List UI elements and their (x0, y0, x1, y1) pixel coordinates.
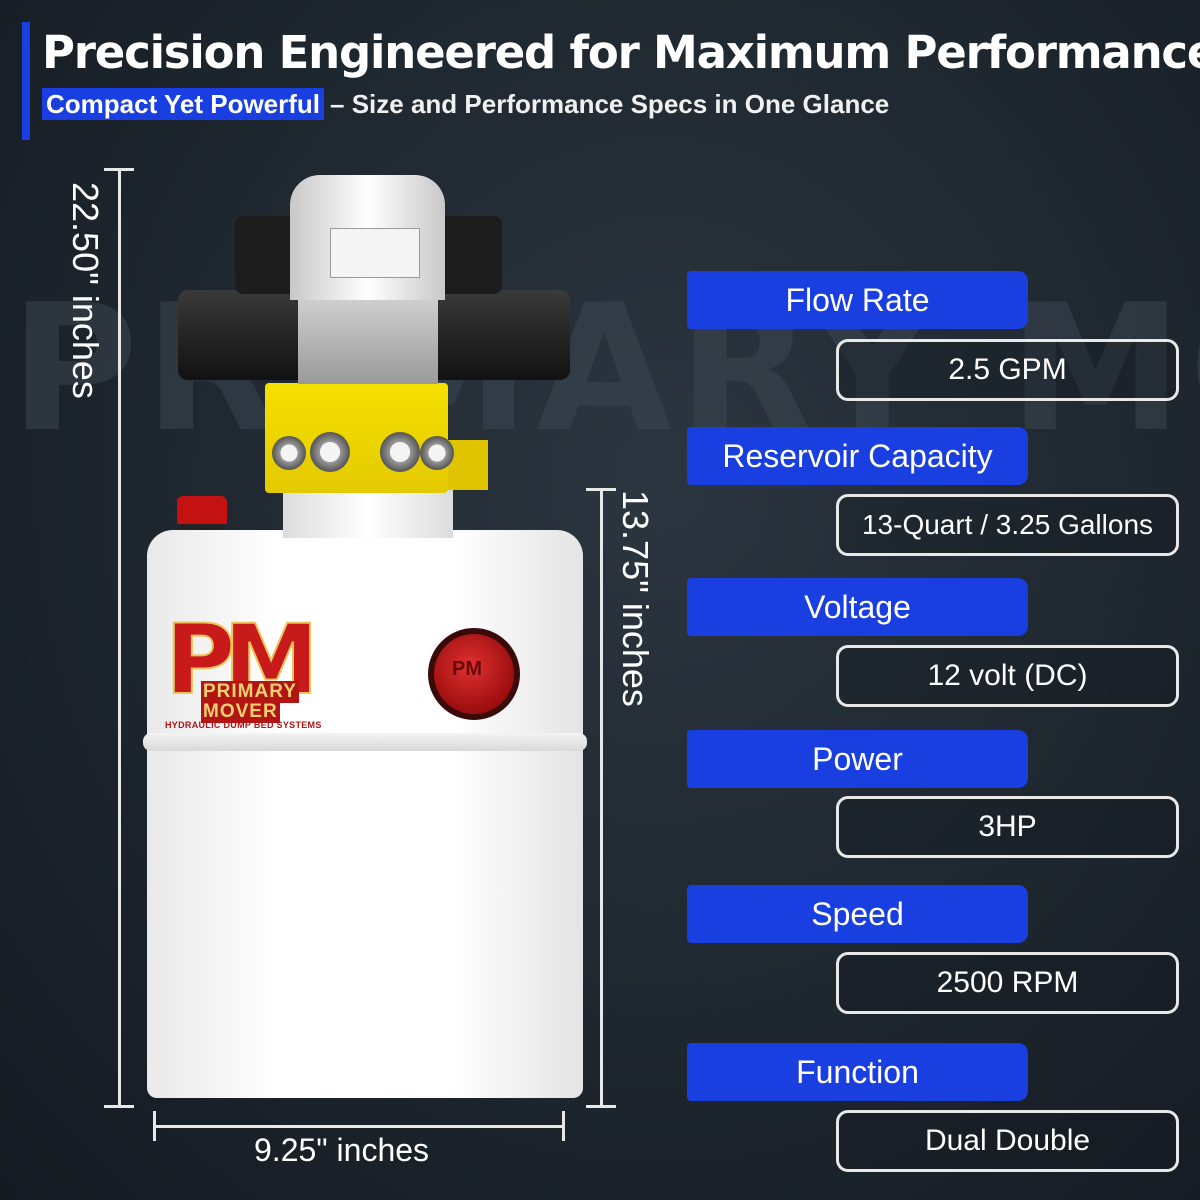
spec-label-power: Power (687, 730, 1028, 788)
page-title: Precision Engineered for Maximum Perform… (42, 26, 1200, 79)
reservoir-tank (147, 530, 583, 1098)
height-tank-label: 13.75" inches (615, 490, 656, 707)
motor-nameplate (330, 228, 420, 278)
reservoir-rim (143, 733, 587, 751)
spec-value-flow-rate: 2.5 GPM (836, 339, 1179, 401)
height-tank-tick-top (586, 488, 616, 491)
height-total-label: 22.50" inches (65, 182, 106, 399)
electric-motor (290, 175, 445, 300)
spec-label-speed: Speed (687, 885, 1028, 943)
pump-neck (283, 488, 453, 538)
logo-mark: PM (164, 604, 320, 716)
spec-value-speed: 2500 RPM (836, 952, 1179, 1014)
width-tick-left (153, 1111, 156, 1141)
spec-value-voltage: 12 volt (DC) (836, 645, 1179, 707)
height-total-line (118, 168, 121, 1108)
logo-word-mover: MOVER (201, 701, 280, 723)
width-line (153, 1125, 565, 1128)
height-tank-tick-bottom (586, 1105, 616, 1108)
width-tick-right (562, 1111, 565, 1141)
height-total-tick-top (104, 168, 134, 171)
width-label: 9.25" inches (254, 1132, 430, 1168)
logo-word-primary: PRIMARY (201, 681, 299, 703)
subtitle-highlight: Compact Yet Powerful (42, 88, 325, 120)
solenoid-coil-right (436, 216, 502, 294)
subtitle-text: – Size and Performance Specs in One Glan… (330, 89, 890, 119)
page-subtitle: Compact Yet Powerful – Size and Performan… (42, 88, 890, 120)
breather-cap (428, 628, 520, 720)
spec-value-reservoir-capacity: 13-Quart / 3.25 Gallons (836, 494, 1179, 556)
spec-label-function: Function (687, 1043, 1028, 1101)
spec-label-flow-rate: Flow Rate (687, 271, 1028, 329)
height-tank-line (600, 488, 603, 1108)
height-total-tick-bottom (104, 1105, 134, 1108)
fill-cap (177, 496, 227, 524)
spec-label-reservoir-capacity: Reservoir Capacity (687, 427, 1028, 485)
title-accent-bar (22, 22, 30, 140)
breather-cap-logo: PM (452, 658, 482, 680)
spec-value-power: 3HP (836, 796, 1179, 858)
spec-label-voltage: Voltage (687, 578, 1028, 636)
primary-mover-logo: PM PRIMARY MOVER HYDRAULIC DUMP BED SYST… (164, 604, 355, 730)
fill-cap-base (181, 518, 223, 530)
solenoid-coil-left (235, 216, 301, 294)
logo-tagline: HYDRAULIC DUMP BED SYSTEMS (165, 720, 322, 730)
spec-value-function: Dual Double (836, 1110, 1179, 1172)
